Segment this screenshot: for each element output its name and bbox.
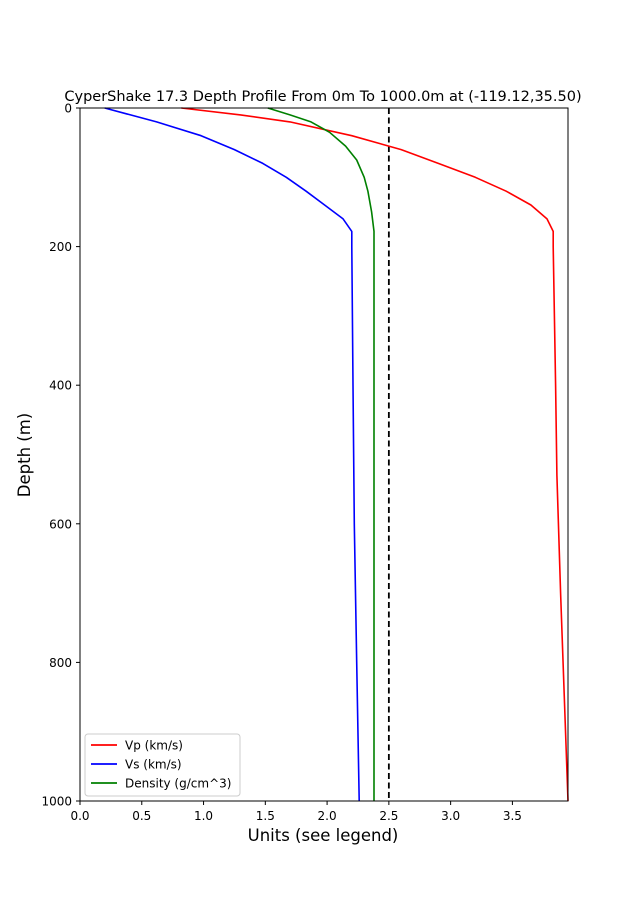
plot-lines <box>104 107 569 802</box>
x-tick-label: 0.0 <box>70 809 89 823</box>
y-tick-label: 0 <box>64 102 72 116</box>
chart-title: CyperShake 17.3 Depth Profile From 0m To… <box>64 89 581 105</box>
legend: Vp (km/s) Vs (km/s) Density (g/cm^3) <box>84 733 241 797</box>
legend-box <box>84 733 241 797</box>
y-tick-label: 400 <box>49 379 72 393</box>
x-tick-label: 1.0 <box>194 809 213 823</box>
x-tick-label: 1.5 <box>256 809 275 823</box>
y-axis-ticks: 0 200 400 600 800 1000 <box>41 102 80 809</box>
x-axis-label: Units (see legend) <box>248 826 399 845</box>
x-tick-label: 0.5 <box>132 809 151 823</box>
x-tick-label: 2.0 <box>318 809 337 823</box>
plot-frame <box>79 107 569 802</box>
legend-entry: Density (g/cm^3) <box>125 777 231 791</box>
series-line-0 <box>181 107 569 802</box>
y-tick-label: 600 <box>49 517 72 531</box>
series-line-1 <box>104 107 360 802</box>
x-tick-label: 2.5 <box>379 809 398 823</box>
x-axis-ticks: 0.0 0.5 1.0 1.5 2.0 2.5 3.0 3.5 <box>70 801 522 823</box>
x-tick-label: 3.5 <box>503 809 522 823</box>
y-tick-label: 200 <box>49 240 72 254</box>
legend-entry: Vs (km/s) <box>125 758 182 772</box>
y-tick-label: 1000 <box>41 795 72 809</box>
series-line-2 <box>267 107 375 801</box>
y-tick-label: 800 <box>49 656 72 670</box>
x-tick-label: 3.0 <box>441 809 460 823</box>
y-axis-label: Depth (m) <box>15 413 34 497</box>
legend-entry: Vp (km/s) <box>125 739 183 753</box>
